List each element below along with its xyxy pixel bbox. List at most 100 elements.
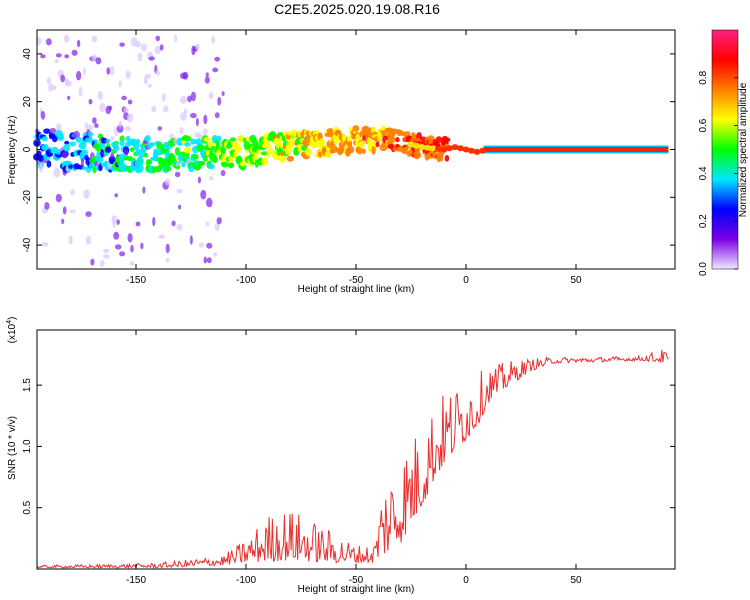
spectrogram-scatter: [99, 260, 105, 268]
spectrogram-scatter: [113, 231, 120, 240]
spectrogram-scatter: [214, 223, 220, 231]
spectrogram-scatter: [95, 57, 102, 65]
spectrogram-scatter: [194, 43, 200, 50]
spectrogram-scatter: [90, 258, 95, 266]
figure-title: C2E5.2025.020.19.08.R16: [274, 1, 440, 17]
spectrogram-scatter: [97, 90, 104, 101]
spectrogram-scatter: [124, 149, 129, 156]
spectrogram-cell: [110, 158, 115, 164]
spectrogram-cell: [387, 135, 396, 144]
spectrogram-cell: [286, 155, 295, 162]
spectrogram-scatter: [148, 83, 152, 88]
spectrogram-cells: [33, 34, 669, 268]
spectrogram-cell: [181, 161, 186, 168]
spectrogram-scatter: [205, 221, 210, 227]
spectrogram-y-ticks: -40 -20 0 20 40: [22, 48, 675, 252]
snr-y-axis-label: SNR (10 * v/v): [7, 416, 18, 480]
spectrogram-cell: [43, 128, 51, 134]
spectrogram-cell: [97, 156, 104, 164]
snr-y-ticks: 0.5 1.0 1.5: [22, 378, 675, 515]
spectrogram-scatter: [119, 251, 126, 257]
spectrogram-cell: [181, 151, 186, 158]
spectrogram-scatter: [162, 105, 169, 113]
spectrogram-scatter: [216, 217, 222, 225]
spectrogram-cell: [341, 133, 347, 143]
spectrogram-scatter: [171, 220, 176, 227]
spectrogram-scatter: [190, 112, 197, 119]
spectrogram-band-dot: [429, 145, 437, 152]
snr-series-line: [36, 349, 669, 570]
spectrogram-cell: [361, 148, 366, 154]
snr-panel: -150 -100 -50 0 50 0.5 1.0 1.5 Height of strai…: [6, 317, 676, 595]
spectrogram-cell: [69, 141, 76, 147]
spectrogram-cell: [192, 154, 199, 160]
spectrogram-cell: [352, 125, 360, 132]
spectrogram-cell: [291, 129, 298, 138]
spectrogram-scatter: [76, 70, 82, 81]
spectrogram-cell: [379, 144, 388, 152]
spectrogram-scatter: [204, 76, 210, 84]
spectrogram-scatter: [106, 67, 111, 75]
spectrogram-scatter: [88, 124, 93, 131]
spectrogram-scatter: [61, 218, 65, 225]
spectrogram-scatter: [148, 56, 155, 61]
spectrogram-scatter: [119, 42, 125, 47]
spectrogram-scatter: [55, 53, 62, 58]
spectrogram-scatter: [84, 122, 89, 131]
spectrogram-cell: [402, 146, 409, 155]
colorbar-tick-label: 0.2: [698, 214, 709, 228]
spectrogram-scatter: [180, 112, 187, 121]
spectrogram-scatter: [202, 128, 208, 136]
spectrogram-cell: [226, 141, 232, 147]
spectrogram-scatter: [118, 120, 122, 128]
spectrogram-scatter: [65, 80, 72, 87]
spectrogram-cell: [164, 166, 172, 172]
spectrogram-scatter: [129, 261, 135, 266]
spectrogram-y-axis-label: Frequency (Hz): [7, 116, 18, 185]
spectrogram-scatter: [88, 98, 93, 105]
spectrogram-cell: [367, 136, 373, 145]
spectrogram-cell: [183, 146, 192, 154]
spectrogram-scatter: [91, 35, 98, 43]
spectrogram-scatter: [151, 105, 157, 113]
spectrogram-scatter: [217, 96, 222, 106]
spectrogram-scatter: [140, 242, 144, 250]
spectrogram-band-dot: [413, 142, 420, 149]
spectrogram-cell: [193, 164, 202, 170]
colorbar-gradient: [711, 29, 739, 270]
spectrogram-scatter: [174, 34, 178, 43]
spectrogram-scatter: [221, 91, 225, 97]
spectrogram-scatter: [214, 56, 221, 62]
spectrogram-scatter: [80, 157, 85, 168]
spectrogram-cell: [87, 131, 94, 137]
spectrogram-scatter: [114, 193, 118, 198]
snr-y-multiplier: (x104): [6, 317, 18, 344]
spectrogram-scatter: [85, 235, 92, 245]
spectrogram-scatter: [49, 127, 57, 134]
spectrogram-cell: [395, 137, 400, 143]
spectrogram-cell: [236, 146, 242, 152]
snr-x-axis-label: Height of straight line (km): [298, 584, 415, 595]
x-tick-label: -150: [126, 275, 146, 286]
spectrogram-band-dot: [462, 146, 470, 153]
spectrogram-cell: [64, 140, 70, 145]
spectrogram-scatter: [114, 244, 122, 250]
spectrogram-band-dot: [479, 147, 486, 154]
spectrogram-scatter: [110, 152, 115, 159]
y-tick-label: 1.5: [22, 378, 33, 392]
spectrogram-band-dot: [424, 144, 431, 151]
spectrogram-scatter: [103, 248, 110, 253]
spectrogram-cell: [349, 146, 355, 154]
spectrogram-cell: [136, 164, 144, 173]
spectrogram-cell: [203, 136, 211, 142]
spectrogram-cell: [119, 135, 125, 142]
spectrogram-scatter: [155, 35, 161, 42]
spectrogram-panel: -150 -100 -50 0 50 -40 -20 0 20 40 Height of str…: [7, 29, 676, 295]
spectrogram-scatter: [134, 40, 142, 48]
spectrogram-cell: [68, 164, 74, 169]
spectrogram-scatter: [83, 67, 86, 76]
spectrogram-scatter: [61, 151, 68, 159]
spectrogram-scatter: [67, 95, 71, 100]
spectrogram-scatter: [68, 235, 73, 245]
